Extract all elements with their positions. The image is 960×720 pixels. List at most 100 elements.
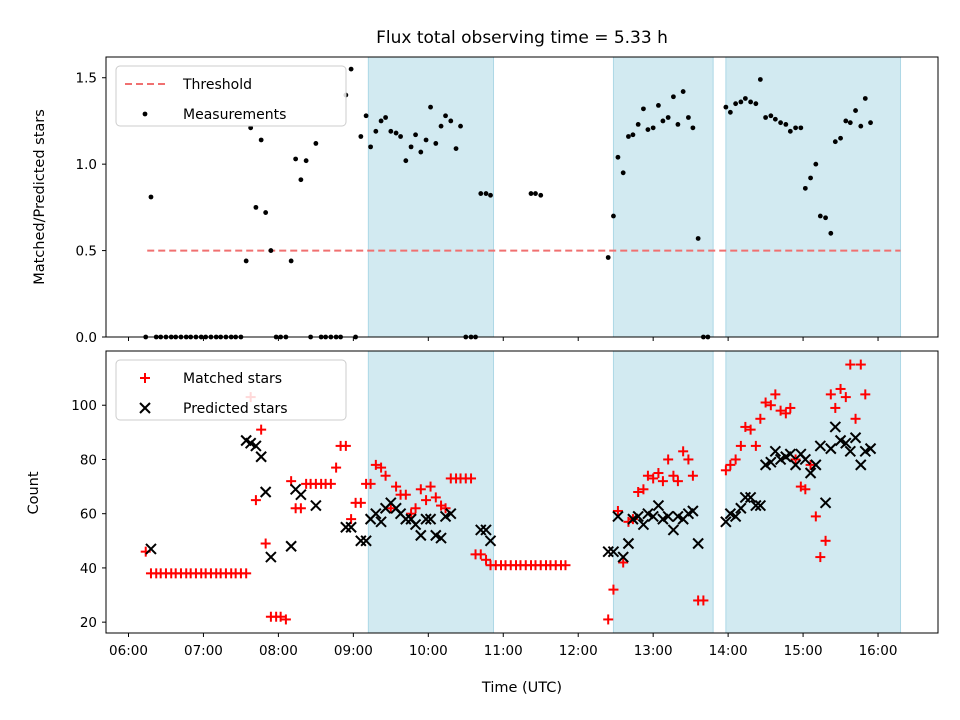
matched-star-point	[280, 614, 291, 625]
legend-label: Matched stars	[183, 371, 282, 387]
measurement-point	[293, 156, 299, 162]
measurement-point	[443, 113, 448, 119]
x-tick-label: 09:00	[334, 643, 373, 659]
measurement-point	[757, 77, 763, 82]
legend-matched-swatch	[140, 373, 150, 383]
measurement-point	[418, 149, 424, 155]
x-tick-label: 06:00	[109, 643, 148, 659]
matched-star-point	[256, 424, 267, 435]
measurement-point	[483, 191, 489, 196]
matched-star-point	[810, 511, 821, 522]
top-y-tick-label: 0.0	[76, 330, 97, 346]
matched-star-point	[835, 383, 846, 394]
matched-star-point	[820, 535, 831, 546]
measurement-point	[258, 137, 264, 143]
matched-star-point	[648, 473, 659, 484]
measurement-point	[671, 94, 676, 100]
measurement-point	[403, 158, 409, 164]
measurement-point	[793, 125, 798, 131]
measurement-point	[738, 99, 744, 105]
top-y-tick-label: 1.0	[76, 157, 97, 173]
matched-star-point	[775, 405, 786, 416]
measurement-point	[675, 122, 681, 127]
matched-star-point	[560, 560, 571, 571]
x-tick-label: 14:00	[709, 643, 748, 659]
predicted-star-point	[667, 524, 680, 536]
matched-star-point	[415, 484, 426, 495]
measurement-point	[828, 230, 834, 236]
matched-star-point	[425, 481, 436, 492]
predicted-star-point	[360, 535, 372, 547]
measurement-point	[665, 115, 671, 120]
predicted-star-point	[662, 510, 674, 523]
measurement-point	[763, 115, 769, 120]
matched-star-point	[668, 470, 679, 481]
x-tick-label: 16:00	[859, 643, 898, 659]
bottom-y-tick-label: 80	[80, 452, 97, 468]
measurement-point	[626, 134, 631, 139]
top-legend-box	[115, 65, 347, 127]
top-y-tick-label: 0.5	[76, 244, 97, 260]
bottom-y-axis-label: Count	[26, 471, 42, 514]
top-y-axis-label: Matched/Predicted stars	[32, 109, 48, 285]
measurement-point	[398, 134, 403, 139]
predicted-star-point	[855, 459, 867, 471]
measurement-point	[823, 215, 828, 221]
predicted-star-point	[750, 499, 762, 512]
x-tick-label: 15:00	[784, 643, 823, 659]
measurement-point	[363, 113, 369, 119]
predicted-star-point	[829, 421, 842, 433]
predicted-star-point	[849, 432, 862, 444]
predicted-star-point	[720, 516, 732, 528]
matched-star-point	[400, 489, 411, 500]
predicted-star-point	[687, 505, 699, 517]
measurement-point	[862, 96, 868, 101]
measurement-point	[753, 101, 759, 107]
matched-star-point	[750, 440, 761, 451]
predicted-star-point	[739, 491, 752, 504]
measurement-point	[783, 122, 789, 127]
matched-star-point	[860, 389, 871, 400]
matched-star-point	[683, 454, 694, 465]
predicted-star-point	[754, 499, 767, 512]
measurement-point	[630, 132, 636, 138]
measurement-point	[313, 141, 319, 146]
measurement-point	[680, 89, 686, 94]
measurement-point	[148, 194, 154, 200]
matched-star-point	[331, 462, 342, 473]
top-axes-frame	[105, 56, 939, 338]
predicted-star-point	[409, 518, 422, 531]
x-tick-label: 13:00	[634, 643, 673, 659]
predicted-star-point	[804, 467, 817, 479]
predicted-star-point	[484, 535, 497, 547]
predicted-star-point	[844, 445, 857, 458]
measurement-point	[868, 120, 873, 126]
measurement-point	[817, 213, 823, 219]
measurement-point	[778, 120, 783, 126]
measurement-point	[248, 125, 254, 131]
measurement-point	[768, 113, 774, 119]
matched-star-point	[698, 595, 709, 606]
measurement-point	[428, 104, 433, 110]
measurement-point	[488, 192, 493, 198]
x-tick-label: 07:00	[184, 643, 223, 659]
measurement-point	[438, 123, 444, 129]
predicted-star-point	[840, 437, 852, 449]
measurement-point	[695, 236, 701, 241]
measurement-point	[253, 204, 259, 210]
matched-star-point	[275, 611, 286, 622]
legend-label: Predicted stars	[183, 401, 288, 417]
measurement-point	[620, 170, 626, 176]
measurement-point	[538, 192, 544, 198]
predicted-star-point	[735, 502, 747, 514]
matched-star-point	[642, 470, 653, 481]
matched-star-point	[618, 557, 629, 568]
matched-star-point	[850, 413, 861, 424]
measurement-point	[348, 66, 354, 72]
bottom-highlight-span	[367, 350, 495, 634]
predicted-star-point	[810, 459, 822, 471]
bottom-highlight-span	[612, 350, 714, 634]
matched-star-point	[325, 478, 336, 489]
top-y-tick-label: 1.5	[76, 71, 97, 87]
